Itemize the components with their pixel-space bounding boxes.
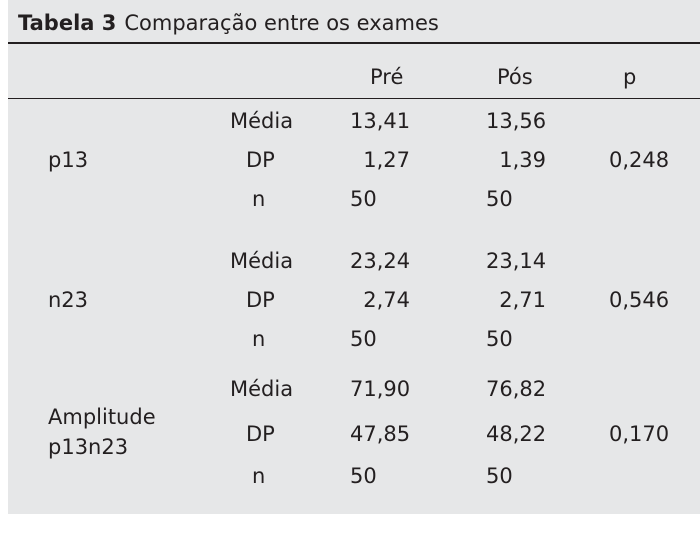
stat-label: n [252,187,266,211]
stat-label: DP [246,148,275,172]
pos-value: 50 [486,187,513,211]
p-value: 0,170 [609,422,670,446]
variable-label-line2: p13n23 [48,435,129,459]
header-pre: Pré [370,65,404,89]
stat-label: Média [230,249,294,273]
top-rule [8,42,700,44]
table-panel [8,0,700,514]
stat-label: n [252,327,266,351]
header-p: p [623,65,637,89]
table-caption: Tabela 3 Comparação entre os exames [18,10,439,36]
stat-label: DP [246,288,275,312]
header-pos: Pós [497,65,533,89]
pos-value: 50 [486,464,513,488]
pos-value: 2,71 [499,288,546,312]
pre-value: 2,74 [363,288,410,312]
pos-value: 50 [486,327,513,351]
pos-value: 23,14 [486,249,547,273]
stat-label: Média [230,109,294,133]
pre-value: 50 [350,327,377,351]
pre-value: 50 [350,464,377,488]
stat-label: DP [246,422,275,446]
variable-label-line1: Amplitude [48,405,156,429]
pos-value: 48,22 [486,422,547,446]
pos-value: 13,56 [486,109,547,133]
pre-value: 47,85 [350,422,411,446]
pos-value: 1,39 [499,148,546,172]
p-value: 0,546 [609,288,670,312]
caption-text: Comparação entre os exames [124,11,439,35]
pre-value: 1,27 [363,148,410,172]
stat-label: Média [230,377,294,401]
pre-value: 23,24 [350,249,411,273]
header-rule [8,98,700,99]
p-value: 0,248 [609,148,670,172]
variable-label: p13 [48,148,89,172]
pre-value: 71,90 [350,377,411,401]
caption-number: Tabela 3 [18,11,117,35]
pre-value: 13,41 [350,109,411,133]
variable-label: n23 [48,288,89,312]
stat-label: n [252,464,266,488]
pos-value: 76,82 [486,377,547,401]
pre-value: 50 [350,187,377,211]
